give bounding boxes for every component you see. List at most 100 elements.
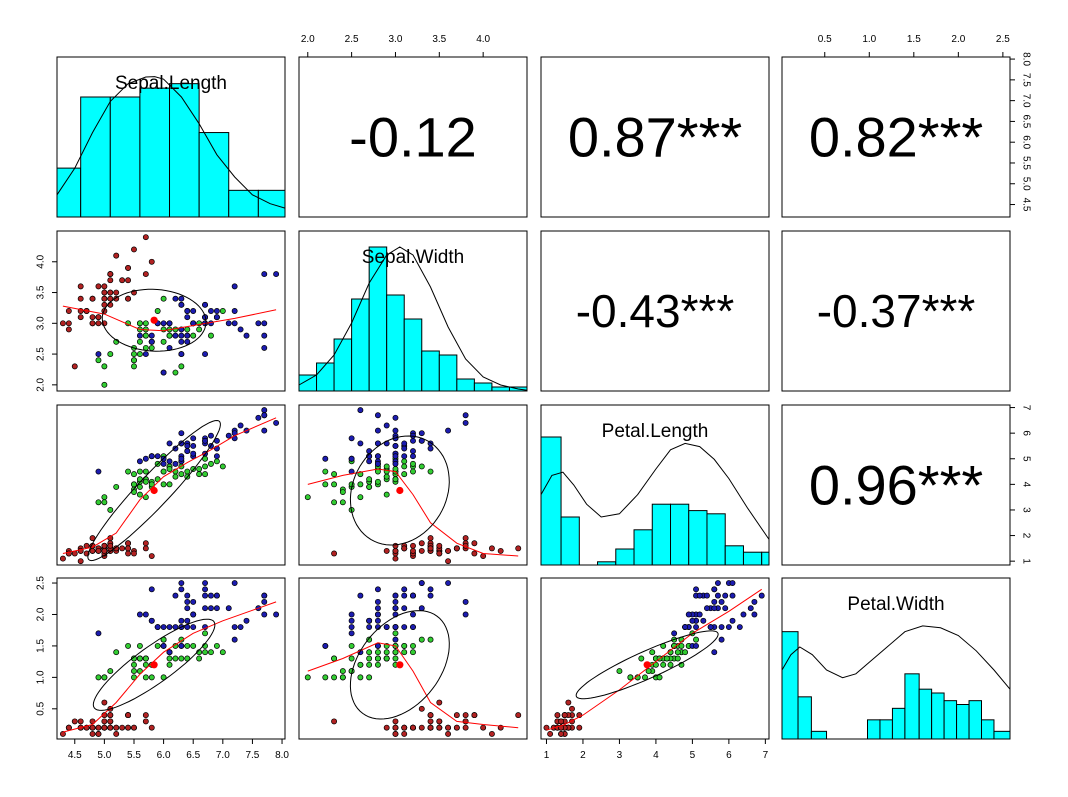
correlation-value: -0.12 xyxy=(349,106,477,169)
data-point xyxy=(366,649,373,656)
data-point xyxy=(160,320,167,327)
tick-label: 2.0 xyxy=(36,607,47,621)
data-point xyxy=(480,553,487,559)
data-point xyxy=(693,636,699,643)
data-point xyxy=(392,731,399,737)
histogram-bar xyxy=(670,503,690,566)
data-point xyxy=(660,661,667,668)
data-point xyxy=(178,363,185,370)
data-point xyxy=(202,580,209,586)
data-point xyxy=(178,586,185,593)
data-point xyxy=(383,724,390,731)
variable-label: Petal.Width xyxy=(847,594,944,615)
data-point xyxy=(213,458,220,465)
histogram-bar xyxy=(968,700,982,740)
data-point xyxy=(427,545,434,552)
data-point xyxy=(101,499,108,506)
data-point xyxy=(427,535,434,542)
data-point xyxy=(331,674,338,681)
data-point xyxy=(714,580,721,586)
tick-label: 2.0 xyxy=(301,34,315,45)
histogram-bar xyxy=(781,631,799,740)
data-point xyxy=(213,605,220,612)
histogram-bar xyxy=(761,551,770,566)
data-point xyxy=(339,668,346,675)
data-point xyxy=(401,445,408,452)
histogram-bar xyxy=(931,692,945,740)
data-point xyxy=(95,283,102,290)
tick-label: 6 xyxy=(726,750,732,761)
data-point xyxy=(178,295,185,302)
data-point xyxy=(190,642,197,649)
data-point xyxy=(160,369,167,376)
data-point xyxy=(213,453,220,460)
data-point xyxy=(445,558,452,565)
tick-label: 4.0 xyxy=(476,34,490,45)
data-point xyxy=(758,592,765,599)
scatter-panel-2-1 xyxy=(304,407,522,565)
histogram-bar xyxy=(615,548,635,566)
correlation-ellipse xyxy=(349,610,450,720)
tick-label: 3.5 xyxy=(432,34,446,45)
data-point xyxy=(95,351,102,358)
data-point xyxy=(125,712,132,719)
data-point xyxy=(357,674,364,681)
data-point xyxy=(649,649,656,656)
data-point xyxy=(671,630,678,637)
data-point xyxy=(107,668,114,675)
tick-label: 1.5 xyxy=(36,639,47,653)
data-point xyxy=(166,661,173,668)
correlation-ellipse xyxy=(349,435,450,546)
data-point xyxy=(89,320,96,327)
tick-label: 0.5 xyxy=(36,701,47,715)
data-point xyxy=(160,468,167,475)
data-point xyxy=(184,332,191,339)
data-point xyxy=(689,617,696,624)
data-point xyxy=(202,471,209,478)
data-point xyxy=(184,642,191,649)
x-axis-bottom-0: 4.5 5.0 5.5 6.0 6.5 7.0 7.5 8.0 xyxy=(68,738,289,761)
data-point xyxy=(178,617,185,624)
data-point xyxy=(418,605,425,612)
data-point xyxy=(136,332,143,339)
data-point xyxy=(453,712,460,719)
data-point xyxy=(462,724,469,731)
tick-label: 3.0 xyxy=(389,34,403,45)
data-point xyxy=(392,443,399,449)
diagonal-panel-3: Petal.Width xyxy=(781,594,1011,740)
data-point xyxy=(348,611,355,618)
data-point xyxy=(231,636,238,643)
histogram-bar xyxy=(109,96,141,218)
data-point xyxy=(166,655,173,662)
tick-label: 6.5 xyxy=(1021,114,1032,128)
data-point xyxy=(401,592,408,599)
data-point xyxy=(190,332,197,339)
data-point xyxy=(142,540,149,547)
data-point xyxy=(304,674,311,681)
data-point xyxy=(77,558,84,565)
data-point xyxy=(383,491,390,498)
data-point xyxy=(261,412,268,419)
data-point xyxy=(418,463,425,470)
data-point xyxy=(704,605,710,612)
data-point xyxy=(339,489,346,495)
data-point xyxy=(172,473,179,480)
histogram-bar xyxy=(421,350,440,392)
data-point xyxy=(95,724,102,731)
data-point xyxy=(65,724,72,731)
data-point xyxy=(410,611,416,618)
data-point xyxy=(136,320,143,327)
data-point xyxy=(401,731,408,737)
correlation-value: 0.82*** xyxy=(809,106,983,169)
data-point xyxy=(374,649,381,656)
histogram-bar xyxy=(56,167,82,218)
panel-frame xyxy=(540,404,770,566)
data-point xyxy=(101,363,108,370)
data-point xyxy=(154,624,161,631)
data-point xyxy=(89,731,96,737)
tick-label: 1.0 xyxy=(36,670,47,684)
data-point xyxy=(261,320,268,327)
data-point xyxy=(148,586,155,593)
correlation-ellipse xyxy=(101,288,207,352)
